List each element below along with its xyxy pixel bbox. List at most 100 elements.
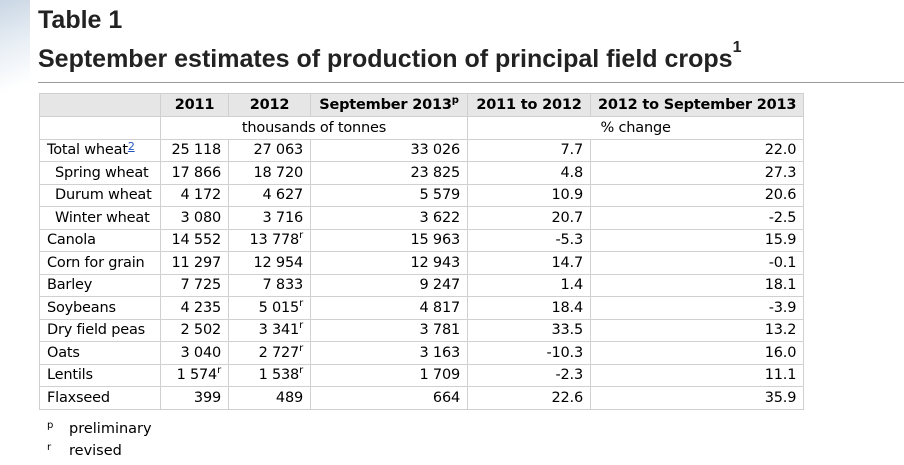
footnote-revised: r revised — [47, 442, 152, 465]
cell-2011: 399 — [160, 386, 229, 410]
header-cell-sep2013: September 2013p — [310, 93, 468, 117]
cell-2012: 4 627 — [228, 183, 311, 207]
table-row: Dry field peas 2 502 3 341r 3 781 33.5 13.2 — [39, 318, 805, 342]
cell-2012: 13 778r — [228, 228, 311, 252]
cell-2012: 3 716 — [228, 206, 311, 230]
cell-2012: 7 833 — [228, 273, 311, 297]
cell-sep2013-value: 15 963 — [410, 232, 460, 249]
footnote-symbol: r — [47, 442, 52, 453]
cell-change-2011-2012: 10.9 — [467, 183, 591, 207]
crop-name-cell: Oats — [39, 341, 161, 365]
table-label: Table 1 — [38, 6, 123, 34]
cell-sep2013-value: 5 579 — [419, 187, 460, 204]
corner-decoration — [0, 0, 30, 100]
cell-sep2013-value: 3 163 — [419, 344, 460, 361]
crop-name-cell: Winter wheat — [39, 206, 161, 230]
cell-2011: 7 725 — [160, 273, 229, 297]
crop-name: Total wheat — [47, 142, 128, 159]
cell-2011-value: 1 574 — [176, 367, 218, 384]
cell-2011-value: 4 235 — [180, 299, 221, 316]
cell-change-2011-2012-value: 7.7 — [560, 142, 584, 159]
table-row: Total wheat2 25 118 27 063 33 026 7.7 22.0 — [39, 138, 805, 162]
cell-2011: 4 235 — [160, 296, 229, 320]
cell-sep2013: 5 579 — [310, 183, 468, 207]
crop-production-table: 2011 2012 September 2013p 2011 to 2012 2… — [39, 93, 805, 410]
cell-sep2013-value: 3 781 — [419, 322, 460, 339]
header-cell-crop — [39, 93, 161, 117]
cell-change-2012-2013-value: 11.1 — [764, 367, 797, 384]
table-row: Durum wheat 4 172 4 627 5 579 10.9 20.6 — [39, 183, 805, 207]
cell-2012-value: 18 720 — [253, 164, 303, 181]
cell-change-2012-2013: 13.2 — [589, 318, 805, 342]
cell-2011-value: 399 — [193, 389, 221, 406]
cell-2012: 27 063 — [228, 138, 311, 162]
cell-2012: 1 538r — [228, 363, 311, 387]
crop-name: Corn for grain — [47, 254, 145, 271]
cell-change-2011-2012-value: 4.8 — [560, 164, 584, 181]
cell-change-2012-2013-value: 27.3 — [764, 164, 797, 181]
table-row: Canola 14 552 13 778r 15 963 -5.3 15.9 — [39, 228, 805, 252]
crop-name: Canola — [47, 232, 96, 249]
cell-2012-value: 2 727 — [258, 344, 300, 361]
cell-change-2011-2012: -10.3 — [467, 341, 591, 365]
crop-name-cell: Lentils — [39, 363, 161, 387]
cell-change-2012-2013-value: -0.1 — [768, 254, 797, 271]
crop-name-cell: Total wheat2 — [39, 138, 161, 162]
header-cell-change-2011-2012: 2011 to 2012 — [467, 93, 591, 117]
crop-name-cell: Canola — [39, 228, 161, 252]
crop-name: Lentils — [47, 367, 93, 384]
crop-name: Winter wheat — [55, 209, 150, 226]
cell-sep2013-value: 4 817 — [419, 299, 460, 316]
cell-2011-value: 3 080 — [180, 209, 221, 226]
table-row: Winter wheat 3 080 3 716 3 622 20.7 -2.5 — [39, 206, 805, 230]
cell-sep2013-value: 33 026 — [410, 142, 460, 159]
cell-change-2011-2012-value: 33.5 — [551, 322, 584, 339]
cell-change-2012-2013: -2.5 — [589, 206, 805, 230]
title-divider — [38, 82, 904, 83]
cell-2012: 12 954 — [228, 251, 311, 275]
cell-change-2011-2012: -2.3 — [467, 363, 591, 387]
cell-change-2012-2013: 18.1 — [589, 273, 805, 297]
table-row: Barley 7 725 7 833 9 247 1.4 18.1 — [39, 273, 805, 297]
cell-2012-value: 4 627 — [262, 187, 303, 204]
cell-sep2013: 3 163 — [310, 341, 468, 365]
cell-2012-value: 1 538 — [258, 367, 300, 384]
cell-2012-value: 5 015 — [258, 299, 300, 316]
cell-sep2013-value: 664 — [432, 389, 460, 406]
cell-2012: 18 720 — [228, 161, 311, 185]
cell-sep2013-value: 12 943 — [410, 254, 460, 271]
cell-change-2011-2012: -5.3 — [467, 228, 591, 252]
revised-marker: r — [299, 297, 303, 309]
cell-2011: 3 040 — [160, 341, 229, 365]
cell-change-2012-2013-value: 20.6 — [764, 187, 797, 204]
units-change: % change — [466, 116, 805, 140]
header-cell-2012: 2012 — [228, 93, 311, 117]
crop-name-cell: Soybeans — [39, 296, 161, 320]
table-row: Spring wheat 17 866 18 720 23 825 4.8 27.3 — [39, 161, 805, 185]
cell-sep2013: 4 817 — [310, 296, 468, 320]
crop-name-cell: Flaxseed — [39, 386, 161, 410]
footnote-link[interactable]: 2 — [127, 140, 135, 154]
crop-name-cell: Dry field peas — [39, 318, 161, 342]
cell-change-2012-2013: -0.1 — [589, 251, 805, 275]
table-row: Oats 3 040 2 727r 3 163 -10.3 16.0 — [39, 341, 805, 365]
cell-2011: 11 297 — [160, 251, 229, 275]
cell-2012-value: 3 341 — [258, 322, 300, 339]
crop-name: Barley — [47, 277, 93, 294]
cell-change-2011-2012-value: 10.9 — [551, 187, 584, 204]
crop-name: Dry field peas — [47, 322, 145, 339]
cell-2012-value: 7 833 — [262, 277, 303, 294]
cell-sep2013-value: 9 247 — [419, 277, 460, 294]
table-row: Flaxseed 399 489 664 22.6 35.9 — [39, 386, 805, 410]
cell-2011: 14 552 — [160, 228, 229, 252]
cell-change-2011-2012-value: 1.4 — [560, 277, 584, 294]
cell-change-2011-2012-value: -10.3 — [546, 344, 583, 361]
title-text: September estimates of production of pri… — [38, 45, 733, 73]
footnote-preliminary: p preliminary — [47, 420, 152, 443]
revised-marker: r — [299, 342, 303, 354]
crop-name-cell: Barley — [39, 273, 161, 297]
cell-2011: 1 574r — [160, 363, 229, 387]
units-row: thousands of tonnes % change — [39, 116, 805, 140]
cell-2011-value: 25 118 — [171, 142, 221, 159]
cell-2012-value: 489 — [275, 389, 303, 406]
